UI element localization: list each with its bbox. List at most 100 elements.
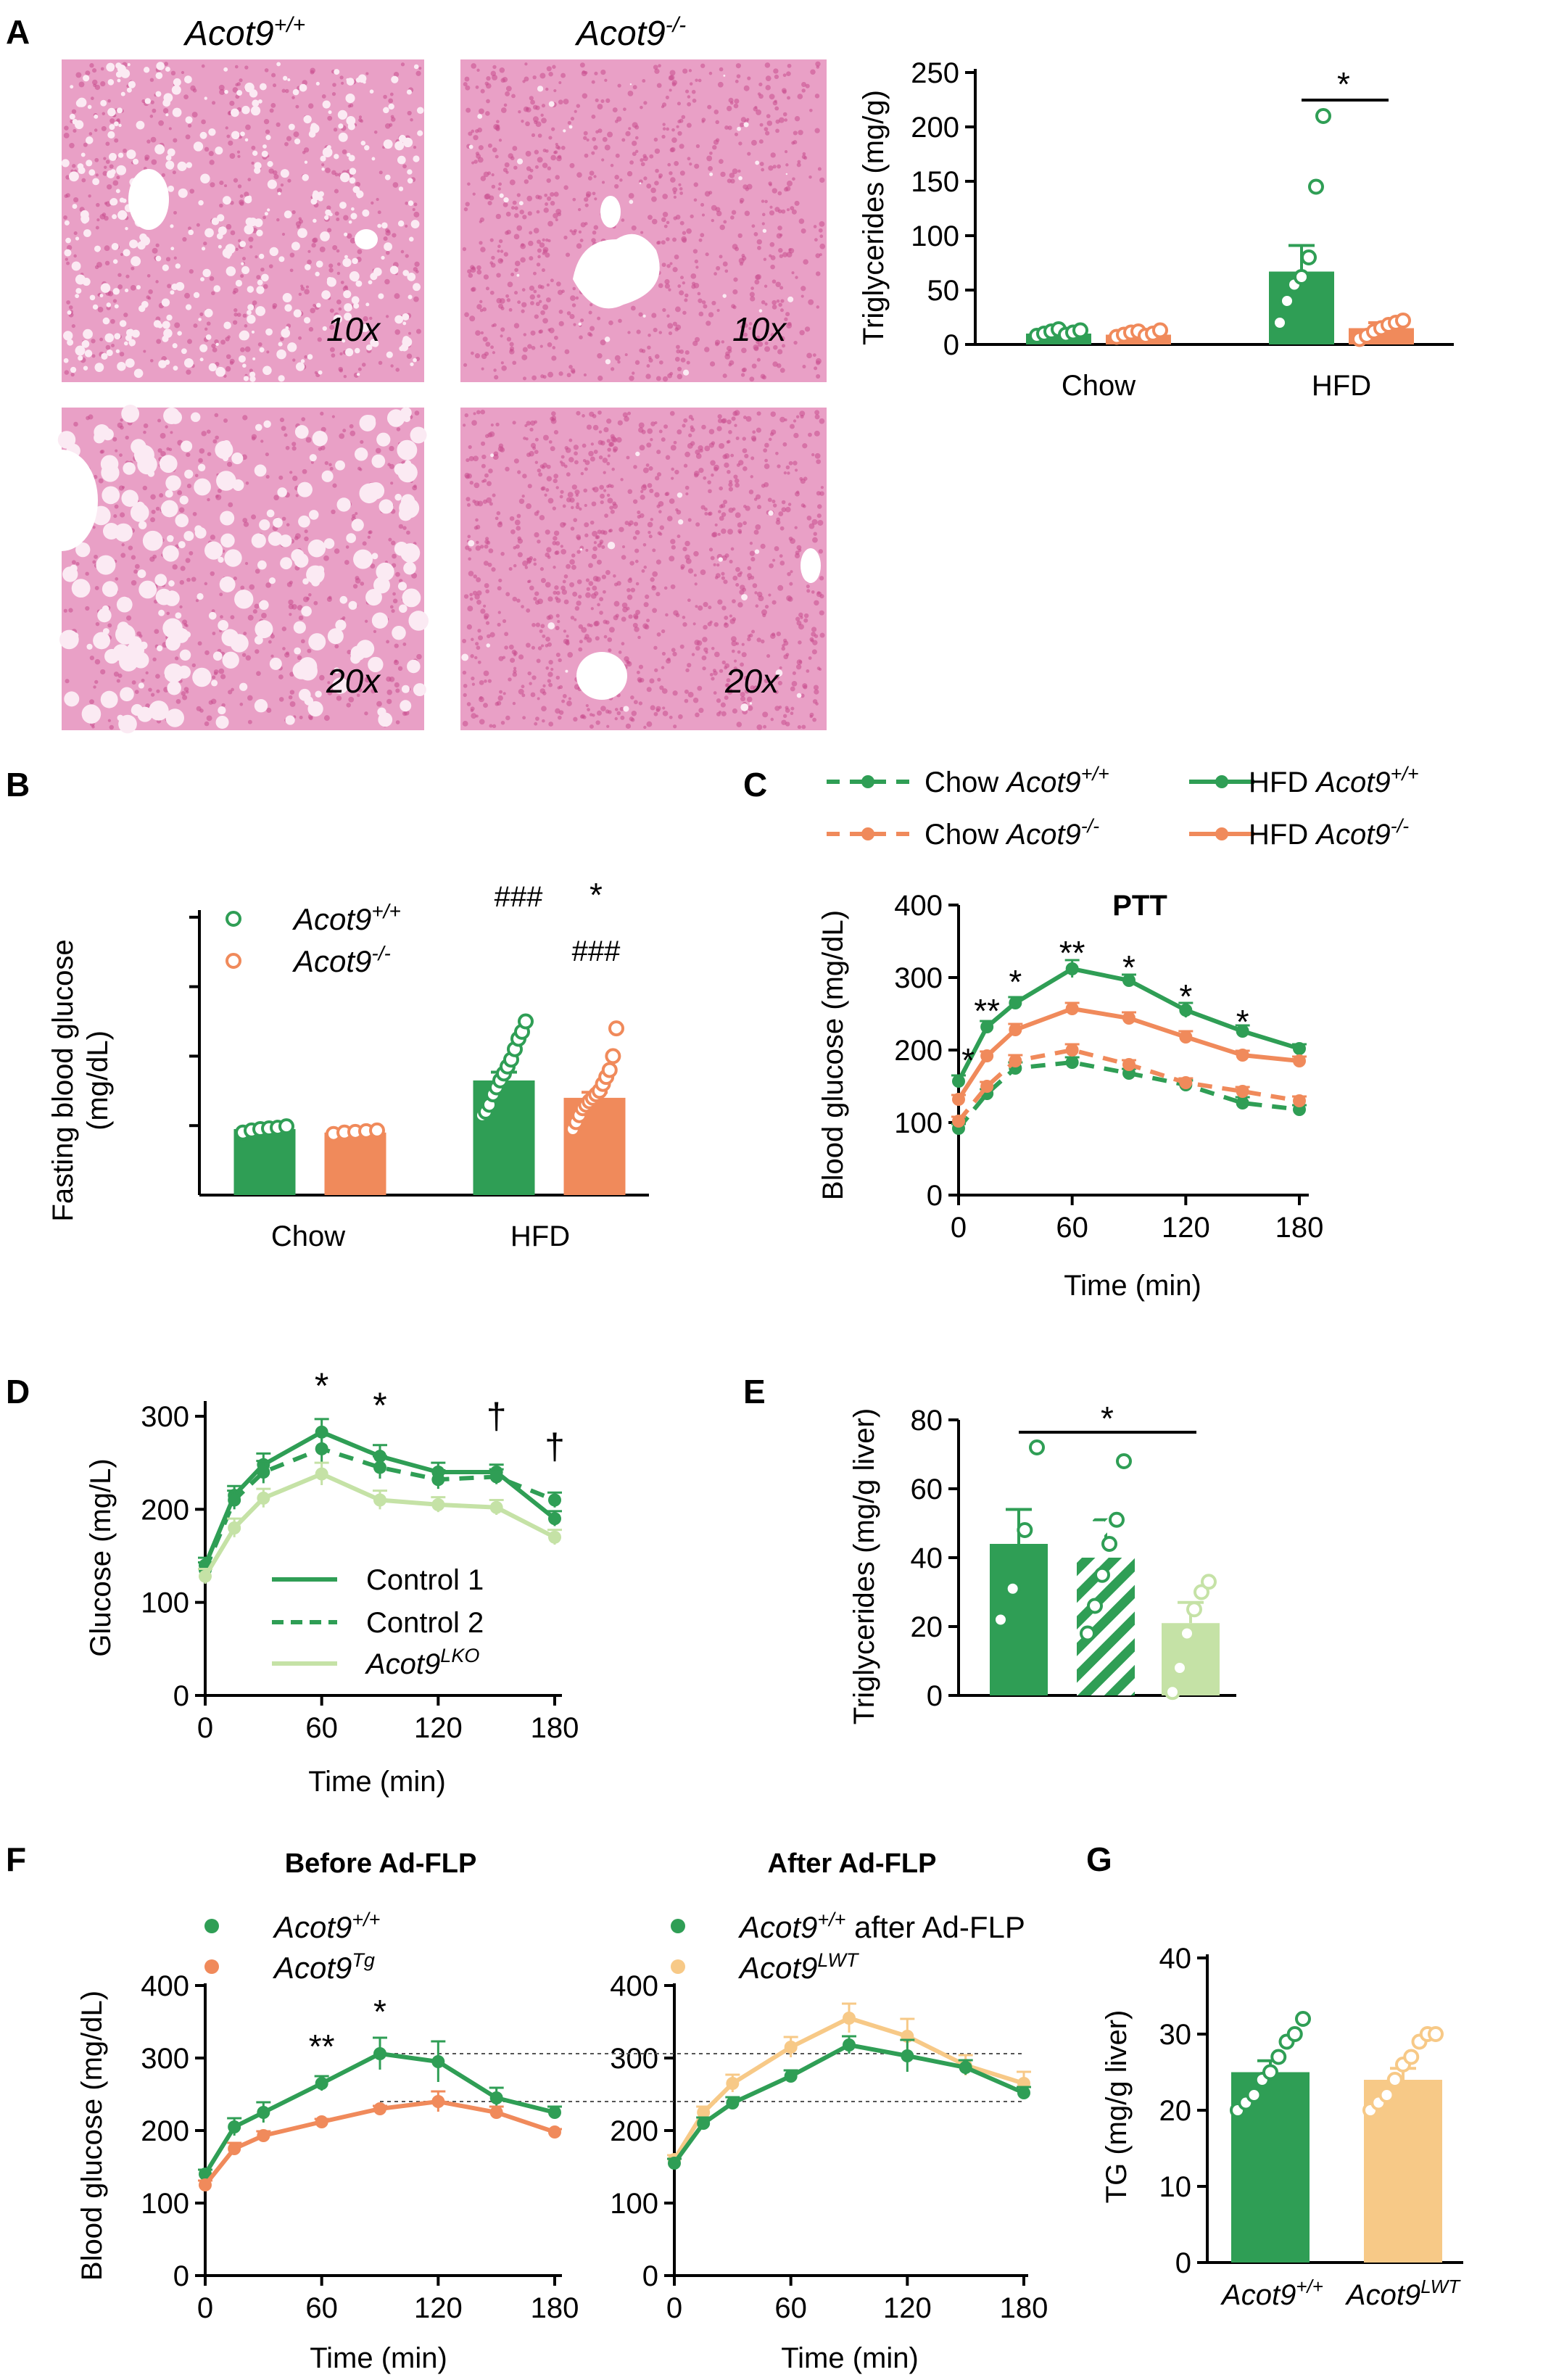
nucleus xyxy=(610,509,615,514)
nucleus xyxy=(134,563,140,569)
data-point xyxy=(1272,315,1288,331)
nucleus xyxy=(721,418,727,423)
nucleus xyxy=(539,688,545,694)
nucleus xyxy=(659,685,664,690)
nucleus xyxy=(484,194,490,200)
nucleus xyxy=(676,509,682,515)
nucleus xyxy=(663,424,669,429)
nucleus xyxy=(675,306,681,313)
nucleus xyxy=(684,689,689,694)
nucleus xyxy=(661,666,665,669)
nucleus xyxy=(729,173,735,178)
nucleus xyxy=(181,691,186,696)
nucleus xyxy=(325,168,331,173)
nucleus xyxy=(239,702,244,706)
nucleus xyxy=(472,192,476,196)
nucleus xyxy=(522,474,527,479)
nucleus xyxy=(764,678,769,684)
nucleus xyxy=(802,443,808,449)
lipid-droplet xyxy=(168,580,175,587)
nucleus xyxy=(473,160,478,164)
nucleus xyxy=(606,439,611,443)
nucleus xyxy=(391,540,396,545)
nucleus xyxy=(758,94,764,99)
before-tg-point xyxy=(373,2102,386,2115)
nucleus xyxy=(237,184,242,189)
nucleus xyxy=(652,608,658,613)
nucleus xyxy=(614,175,619,180)
nucleus xyxy=(686,360,690,365)
nucleus xyxy=(479,220,482,223)
nucleus xyxy=(620,478,624,482)
nucleus xyxy=(540,310,545,315)
nucleus xyxy=(785,312,790,317)
nucleus xyxy=(692,340,698,347)
nucleus xyxy=(641,429,646,434)
nucleus xyxy=(779,286,784,290)
nucleus xyxy=(550,416,554,421)
nucleus xyxy=(621,642,625,646)
nucleus xyxy=(625,659,629,664)
nucleus xyxy=(143,350,146,353)
nucleus xyxy=(481,367,484,371)
nucleus xyxy=(731,416,736,421)
nucleus xyxy=(536,263,541,267)
nucleus xyxy=(591,114,596,119)
nucleus xyxy=(708,606,712,610)
nucleus xyxy=(632,499,638,504)
nucleus xyxy=(729,101,734,105)
y-tick-label: 300 xyxy=(141,1401,189,1433)
lipid-droplet xyxy=(299,83,307,92)
nucleus xyxy=(536,658,541,664)
nucleus xyxy=(566,472,571,477)
series-2-point xyxy=(952,1075,965,1088)
nucleus xyxy=(676,349,681,354)
nucleus xyxy=(545,643,549,648)
y-axis-label: Fasting blood glucose (mg/dL) xyxy=(47,939,114,1221)
lipid-droplet xyxy=(198,318,202,321)
series-0-point xyxy=(548,1512,561,1526)
lipid-droplet xyxy=(202,268,211,278)
lipid-droplet xyxy=(408,200,414,206)
lipid-droplet xyxy=(346,533,356,543)
nucleus xyxy=(772,299,777,305)
nucleus xyxy=(642,79,646,83)
nucleus xyxy=(529,450,534,457)
nucleus xyxy=(547,220,553,227)
nucleus xyxy=(583,131,588,136)
lipid-droplet xyxy=(397,582,408,591)
legend-label: Acot9-/- xyxy=(291,942,391,978)
y-tick-label: 0 xyxy=(943,329,959,361)
nucleus xyxy=(542,252,545,255)
lipid-droplet xyxy=(89,294,96,301)
nucleus xyxy=(204,582,208,586)
nucleus xyxy=(483,604,487,608)
lipid-droplet xyxy=(354,347,360,354)
x-tick-label: 180 xyxy=(531,2292,579,2324)
y-axis-label: Triglycerides (mg/g) xyxy=(858,90,890,345)
nucleus xyxy=(525,150,531,157)
nucleus xyxy=(784,118,788,122)
nucleus xyxy=(783,471,787,475)
nucleus xyxy=(713,563,716,566)
nucleus xyxy=(331,170,336,175)
nucleus xyxy=(280,336,284,342)
lipid-droplet xyxy=(547,622,555,629)
lipid-droplet xyxy=(267,179,277,189)
nucleus xyxy=(766,114,771,119)
nucleus xyxy=(582,715,587,719)
nucleus xyxy=(657,531,661,535)
lipid-droplet xyxy=(107,170,115,178)
annotation-hash: ### xyxy=(572,935,621,967)
nucleus xyxy=(554,150,558,154)
x-category-label: HFD xyxy=(1312,370,1371,402)
nucleus xyxy=(527,671,531,676)
nucleus xyxy=(793,131,798,136)
y-tick-label: 40 xyxy=(1159,1943,1192,1975)
nucleus xyxy=(580,318,584,323)
nucleus xyxy=(619,526,624,532)
nucleus xyxy=(814,430,820,437)
nucleus xyxy=(816,373,821,379)
nucleus xyxy=(641,569,645,573)
